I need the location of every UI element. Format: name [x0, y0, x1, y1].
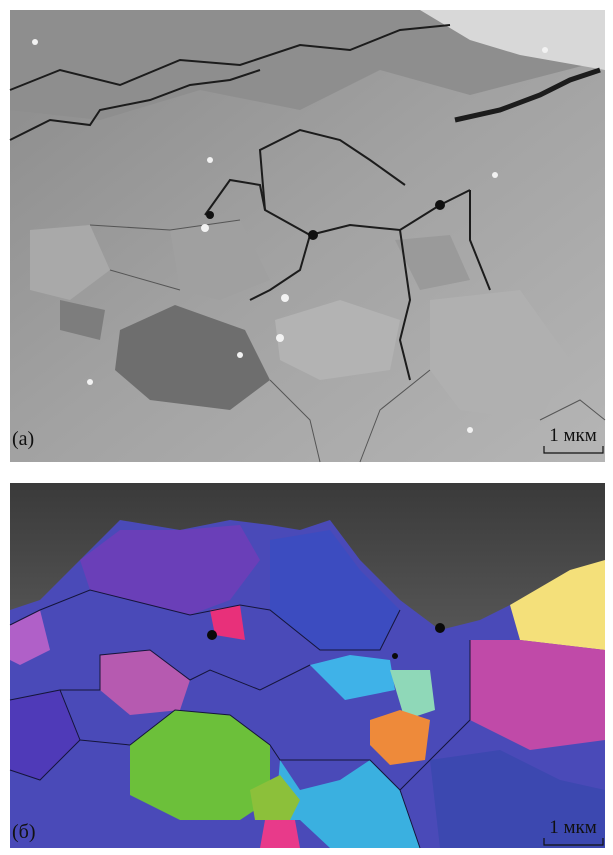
orientation-map-b — [10, 483, 605, 848]
panel-label: (б) — [12, 821, 36, 843]
figure: (а) 1 мкм (б) 1 мкм — [0, 0, 613, 855]
page: {"panels": [ {"label": "(а)", "scale_bar… — [0, 0, 613, 855]
panel-label: (а) — [12, 428, 34, 450]
scale-bar-label: 1 мкм — [549, 817, 597, 838]
scale-bar-label: 1 мкм — [549, 425, 597, 446]
micrograph-a — [10, 10, 605, 462]
